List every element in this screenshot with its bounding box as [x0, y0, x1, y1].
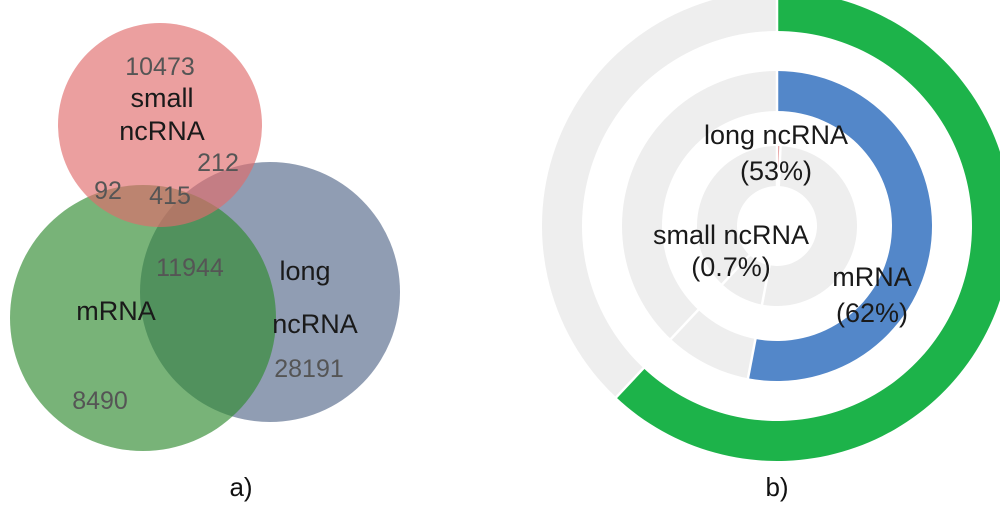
venn-set-label-long-line2: ncRNA	[272, 309, 358, 339]
venn-count-small-mrna: 92	[94, 177, 122, 205]
panel-label-b: b)	[765, 472, 788, 502]
venn-set-label-small-line2: ncRNA	[119, 116, 205, 146]
ring-chart: long ncRNA (53%) small ncRNA (0.7%) mRNA…	[542, 0, 1000, 502]
venn-count-all-three: 415	[149, 182, 191, 210]
ring-remainder-small-ncrna	[697, 146, 858, 306]
venn-count-small-long: 212	[197, 149, 239, 177]
ring-label-mrna-line1: mRNA	[832, 262, 912, 292]
ring-remainder-mrna	[542, 0, 777, 398]
venn-count-mrna-only: 8490	[72, 387, 128, 415]
panel-label-a: a)	[229, 472, 252, 502]
venn-set-label-mrna: mRNA	[76, 296, 156, 326]
ring-label-mrna-line2: (62%)	[836, 298, 908, 328]
venn-set-label-small-line1: small	[130, 83, 193, 113]
ring-label-long-ncrna-line1: long ncRNA	[704, 120, 848, 150]
venn-count-small-only: 10473	[125, 53, 195, 81]
ring-remainder-long-ncrna	[622, 71, 777, 379]
ring-arc-long-ncrna	[747, 71, 933, 381]
ring-label-long-ncrna-line2: (53%)	[740, 156, 812, 186]
ring-label-small-ncrna-line2: (0.7%)	[691, 252, 771, 282]
venn-diagram: 10473 small ncRNA 212 92 415 11944 long …	[10, 23, 400, 502]
venn-circle-mrna	[10, 185, 276, 451]
ring-arc-mrna	[616, 0, 1000, 461]
ring-divider-long-ncrna	[746, 225, 779, 381]
ring-dividers	[613, 0, 782, 400]
ring-tracks	[542, 0, 1000, 461]
ring-label-small-ncrna-line1: small ncRNA	[653, 220, 809, 250]
venn-count-mrna-long: 11944	[156, 254, 224, 282]
ring-divider-mrna	[613, 225, 778, 400]
venn-set-label-long-line1: long	[279, 256, 330, 286]
venn-count-long-only: 28191	[274, 355, 344, 383]
venn-circle-small-ncrna	[58, 23, 262, 227]
